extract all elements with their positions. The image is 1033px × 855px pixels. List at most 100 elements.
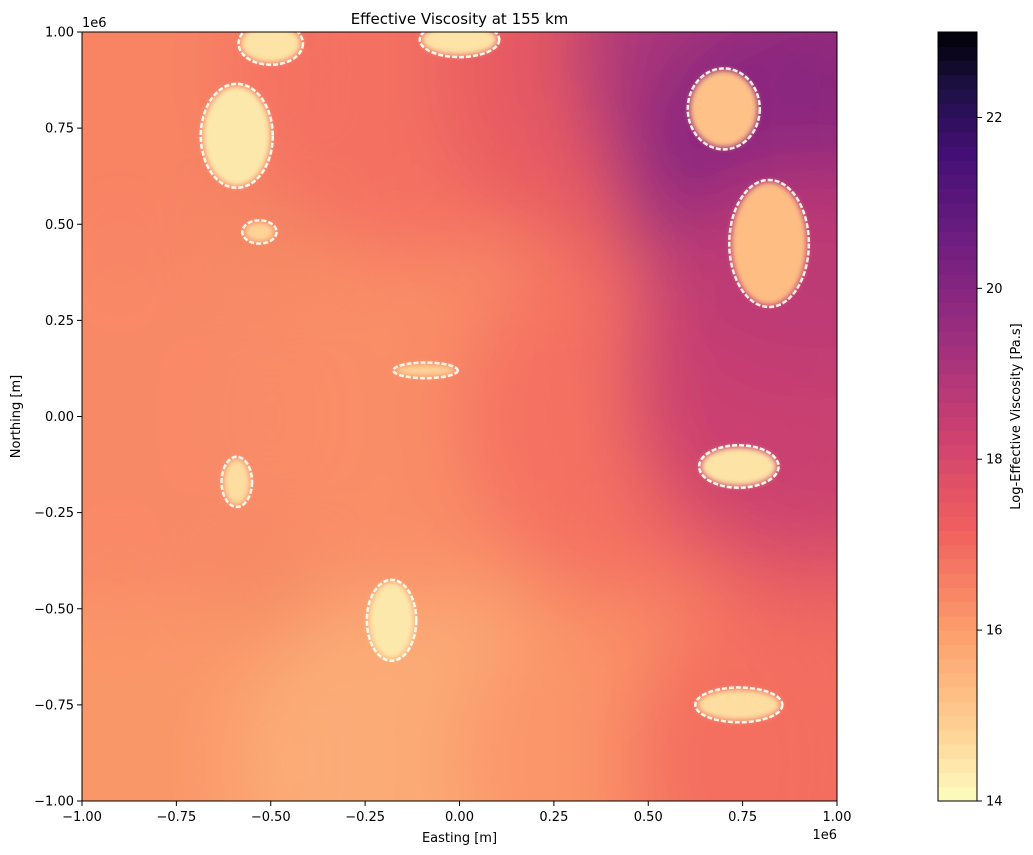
anomaly-4: [686, 67, 761, 151]
y-tick-label: 0.00: [45, 410, 74, 425]
colorbar-band: [938, 60, 977, 76]
anomaly-body: [689, 70, 758, 148]
colorbar-band: [938, 416, 977, 432]
colorbar-band: [938, 615, 977, 631]
anomaly-rim: [694, 686, 784, 724]
colorbar-band: [938, 701, 977, 717]
colorbar-band: [938, 601, 977, 617]
colorbar-band: [938, 487, 977, 503]
colorbar-tick-label: 14: [986, 795, 1003, 810]
x-tick-label: 0.50: [634, 810, 663, 825]
anomaly-9: [365, 578, 418, 662]
colorbar-bands: [938, 32, 977, 802]
anomaly-7: [220, 455, 254, 509]
colorbar-band: [938, 117, 977, 133]
colorbar-band: [938, 359, 977, 375]
y-tick-label: −0.25: [34, 506, 74, 521]
plot-area: [81, 31, 838, 802]
y-tick-label: −1.00: [34, 795, 74, 810]
colorbar-band: [938, 672, 977, 688]
colorbar-band: [938, 174, 977, 190]
colorbar-band: [938, 131, 977, 147]
y-tick-label: 0.50: [45, 218, 74, 233]
x-tick-label: −1.00: [62, 810, 102, 825]
colorbar-band: [938, 573, 977, 588]
x-tick-label: −0.25: [345, 810, 385, 825]
anomaly-rim: [220, 455, 254, 509]
x-axis-label: Easting [m]: [422, 831, 497, 846]
y-axis-ticks: −1.00 −0.75 −0.50 −0.25 0.00 0.25 0.50 0.75 1.00: [34, 26, 82, 810]
anomaly-layer: [199, 32, 811, 724]
y-axis-label: Northing [m]: [9, 375, 24, 458]
colorbar-band: [938, 103, 977, 119]
colorbar-band: [938, 715, 977, 731]
y-tick-label: −0.75: [34, 698, 74, 713]
background-field: [82, 32, 837, 801]
colorbar-band: [938, 444, 977, 460]
y-tick-label: 0.75: [45, 122, 74, 137]
colorbar-band: [938, 516, 977, 532]
colorbar-ticks: 14 16 18 20 22: [977, 111, 1003, 810]
colorbar-band: [938, 430, 977, 446]
colorbar-band: [938, 786, 977, 802]
anomaly-2: [199, 82, 274, 190]
anomaly-6: [392, 361, 459, 380]
chart-title: Effective Viscosity at 155 km: [351, 10, 569, 28]
colorbar-band: [938, 744, 977, 759]
colorbar-band: [938, 288, 977, 304]
colorbar-band: [938, 501, 977, 517]
x-tick-label: 0.00: [445, 810, 474, 825]
colorbar-band: [938, 32, 977, 47]
colorbar-band: [938, 373, 977, 389]
colorbar-tick-label: 22: [986, 111, 1003, 126]
colorbar-band: [938, 530, 977, 546]
x-tick-label: −0.50: [251, 810, 291, 825]
anomaly-body: [202, 85, 271, 186]
x-tick-label: 0.25: [539, 810, 568, 825]
colorbar-band: [938, 772, 977, 788]
colorbar-band: [938, 145, 977, 161]
anomaly-rim: [392, 361, 459, 380]
colorbar-band: [938, 630, 977, 645]
anomaly-body: [244, 222, 275, 242]
y-tick-label: 1.00: [45, 26, 74, 41]
colorbar-tick-label: 18: [986, 453, 1003, 468]
x-scale-label: 1e6: [812, 828, 837, 843]
anomaly-0: [237, 32, 305, 67]
colorbar-band: [938, 729, 977, 745]
anomaly-body: [701, 447, 777, 486]
anomaly-body: [395, 364, 456, 377]
colorbar-band: [938, 231, 977, 247]
colorbar-band: [938, 402, 977, 418]
colorbar-band: [938, 687, 977, 702]
anomaly-8: [697, 444, 780, 489]
colorbar-band: [938, 459, 977, 475]
anomaly-3: [241, 219, 278, 245]
colorbar-band: [938, 587, 977, 603]
colorbar-band: [938, 74, 977, 90]
anomaly-rim: [199, 82, 274, 190]
anomaly-rim: [697, 444, 780, 489]
colorbar-band: [938, 302, 977, 318]
colorbar-band: [938, 345, 977, 361]
anomaly-5: [728, 178, 811, 309]
anomaly-rim: [241, 219, 278, 245]
colorbar-band: [938, 217, 977, 232]
colorbar-band: [938, 644, 977, 660]
colorbar-label: Log-Effective Viscosity [Pa.s]: [1009, 323, 1024, 509]
anomaly-body: [731, 181, 807, 305]
colorbar-band: [938, 245, 977, 261]
anomaly-rim: [728, 178, 811, 309]
anomaly-body: [421, 32, 498, 56]
anomaly-rim: [686, 67, 761, 151]
colorbar-tick-label: 16: [986, 624, 1003, 639]
colorbar-band: [938, 202, 977, 218]
anomaly-1: [418, 32, 501, 59]
colorbar-band: [938, 558, 977, 574]
colorbar-band: [938, 316, 977, 332]
field-sample-4: [82, 226, 310, 607]
colorbar-band: [938, 331, 977, 346]
anomaly-body: [368, 581, 415, 659]
colorbar-frame: [937, 31, 978, 802]
